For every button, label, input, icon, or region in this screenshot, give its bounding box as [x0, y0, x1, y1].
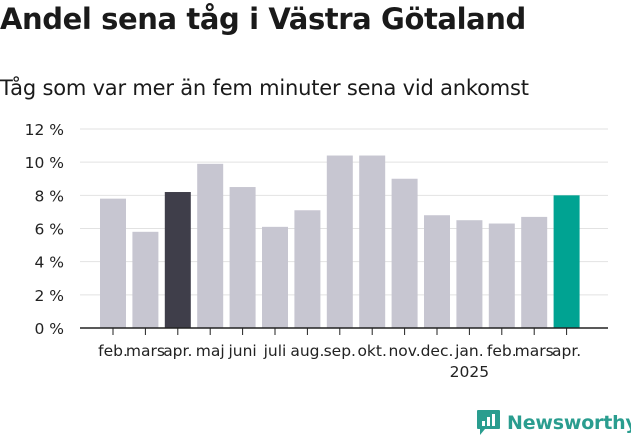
- x-tick-label: maj: [196, 342, 225, 360]
- x-tick-label: apr.: [163, 342, 192, 360]
- x-tick-label: feb.: [487, 342, 517, 360]
- y-tick-label: 0 %: [34, 320, 64, 338]
- y-tick-label: 6 %: [34, 221, 64, 239]
- x-tick-label: dec.: [421, 342, 454, 360]
- bar: [456, 220, 483, 328]
- bar: [262, 226, 288, 328]
- x-tick-label: juli: [263, 342, 287, 360]
- y-tick-label: 10 %: [25, 154, 64, 172]
- x-tick-label: juni: [227, 342, 256, 360]
- bar: [197, 163, 224, 328]
- x-tick-label: mars: [515, 342, 554, 360]
- x-tick-label: aug.: [290, 342, 324, 360]
- chart-title: Andel sena tåg i Västra Götaland: [0, 2, 526, 36]
- bar: [132, 231, 159, 328]
- brand-logo: Newsworthy: [476, 408, 631, 438]
- bar: [391, 178, 418, 328]
- x-tick-label: feb.: [98, 342, 128, 360]
- bar: [488, 223, 515, 328]
- x-tick-label: jan.: [454, 342, 484, 360]
- bar: [521, 216, 548, 328]
- bar: [424, 215, 450, 328]
- y-axis: 0 % 2 % 4 % 6 % 8 % 10 % 12 %: [25, 121, 64, 338]
- y-tick-label: 4 %: [34, 254, 64, 272]
- newsworthy-logo-icon: [477, 410, 500, 435]
- year-label: 2025: [450, 363, 489, 381]
- bar: [359, 155, 386, 328]
- y-tick-label: 8 %: [34, 187, 64, 205]
- y-tick-label: 2 %: [34, 287, 64, 305]
- x-tick-label: okt.: [357, 342, 386, 360]
- bar: [326, 155, 353, 328]
- brand-name: Newsworthy: [507, 412, 631, 434]
- x-tick-label: nov.: [388, 342, 420, 360]
- bar: [229, 187, 256, 328]
- bar: [553, 195, 580, 328]
- y-tick-label: 12 %: [25, 121, 64, 139]
- bar: [100, 198, 126, 328]
- bars: [100, 155, 580, 328]
- x-tick-label: sep.: [324, 342, 356, 360]
- bar: [294, 210, 321, 328]
- x-tick-label: mars: [126, 342, 165, 360]
- x-tick-label: apr.: [552, 342, 581, 360]
- chart-subtitle: Tåg som var mer än fem minuter sena vid …: [0, 76, 529, 100]
- bar: [164, 192, 191, 328]
